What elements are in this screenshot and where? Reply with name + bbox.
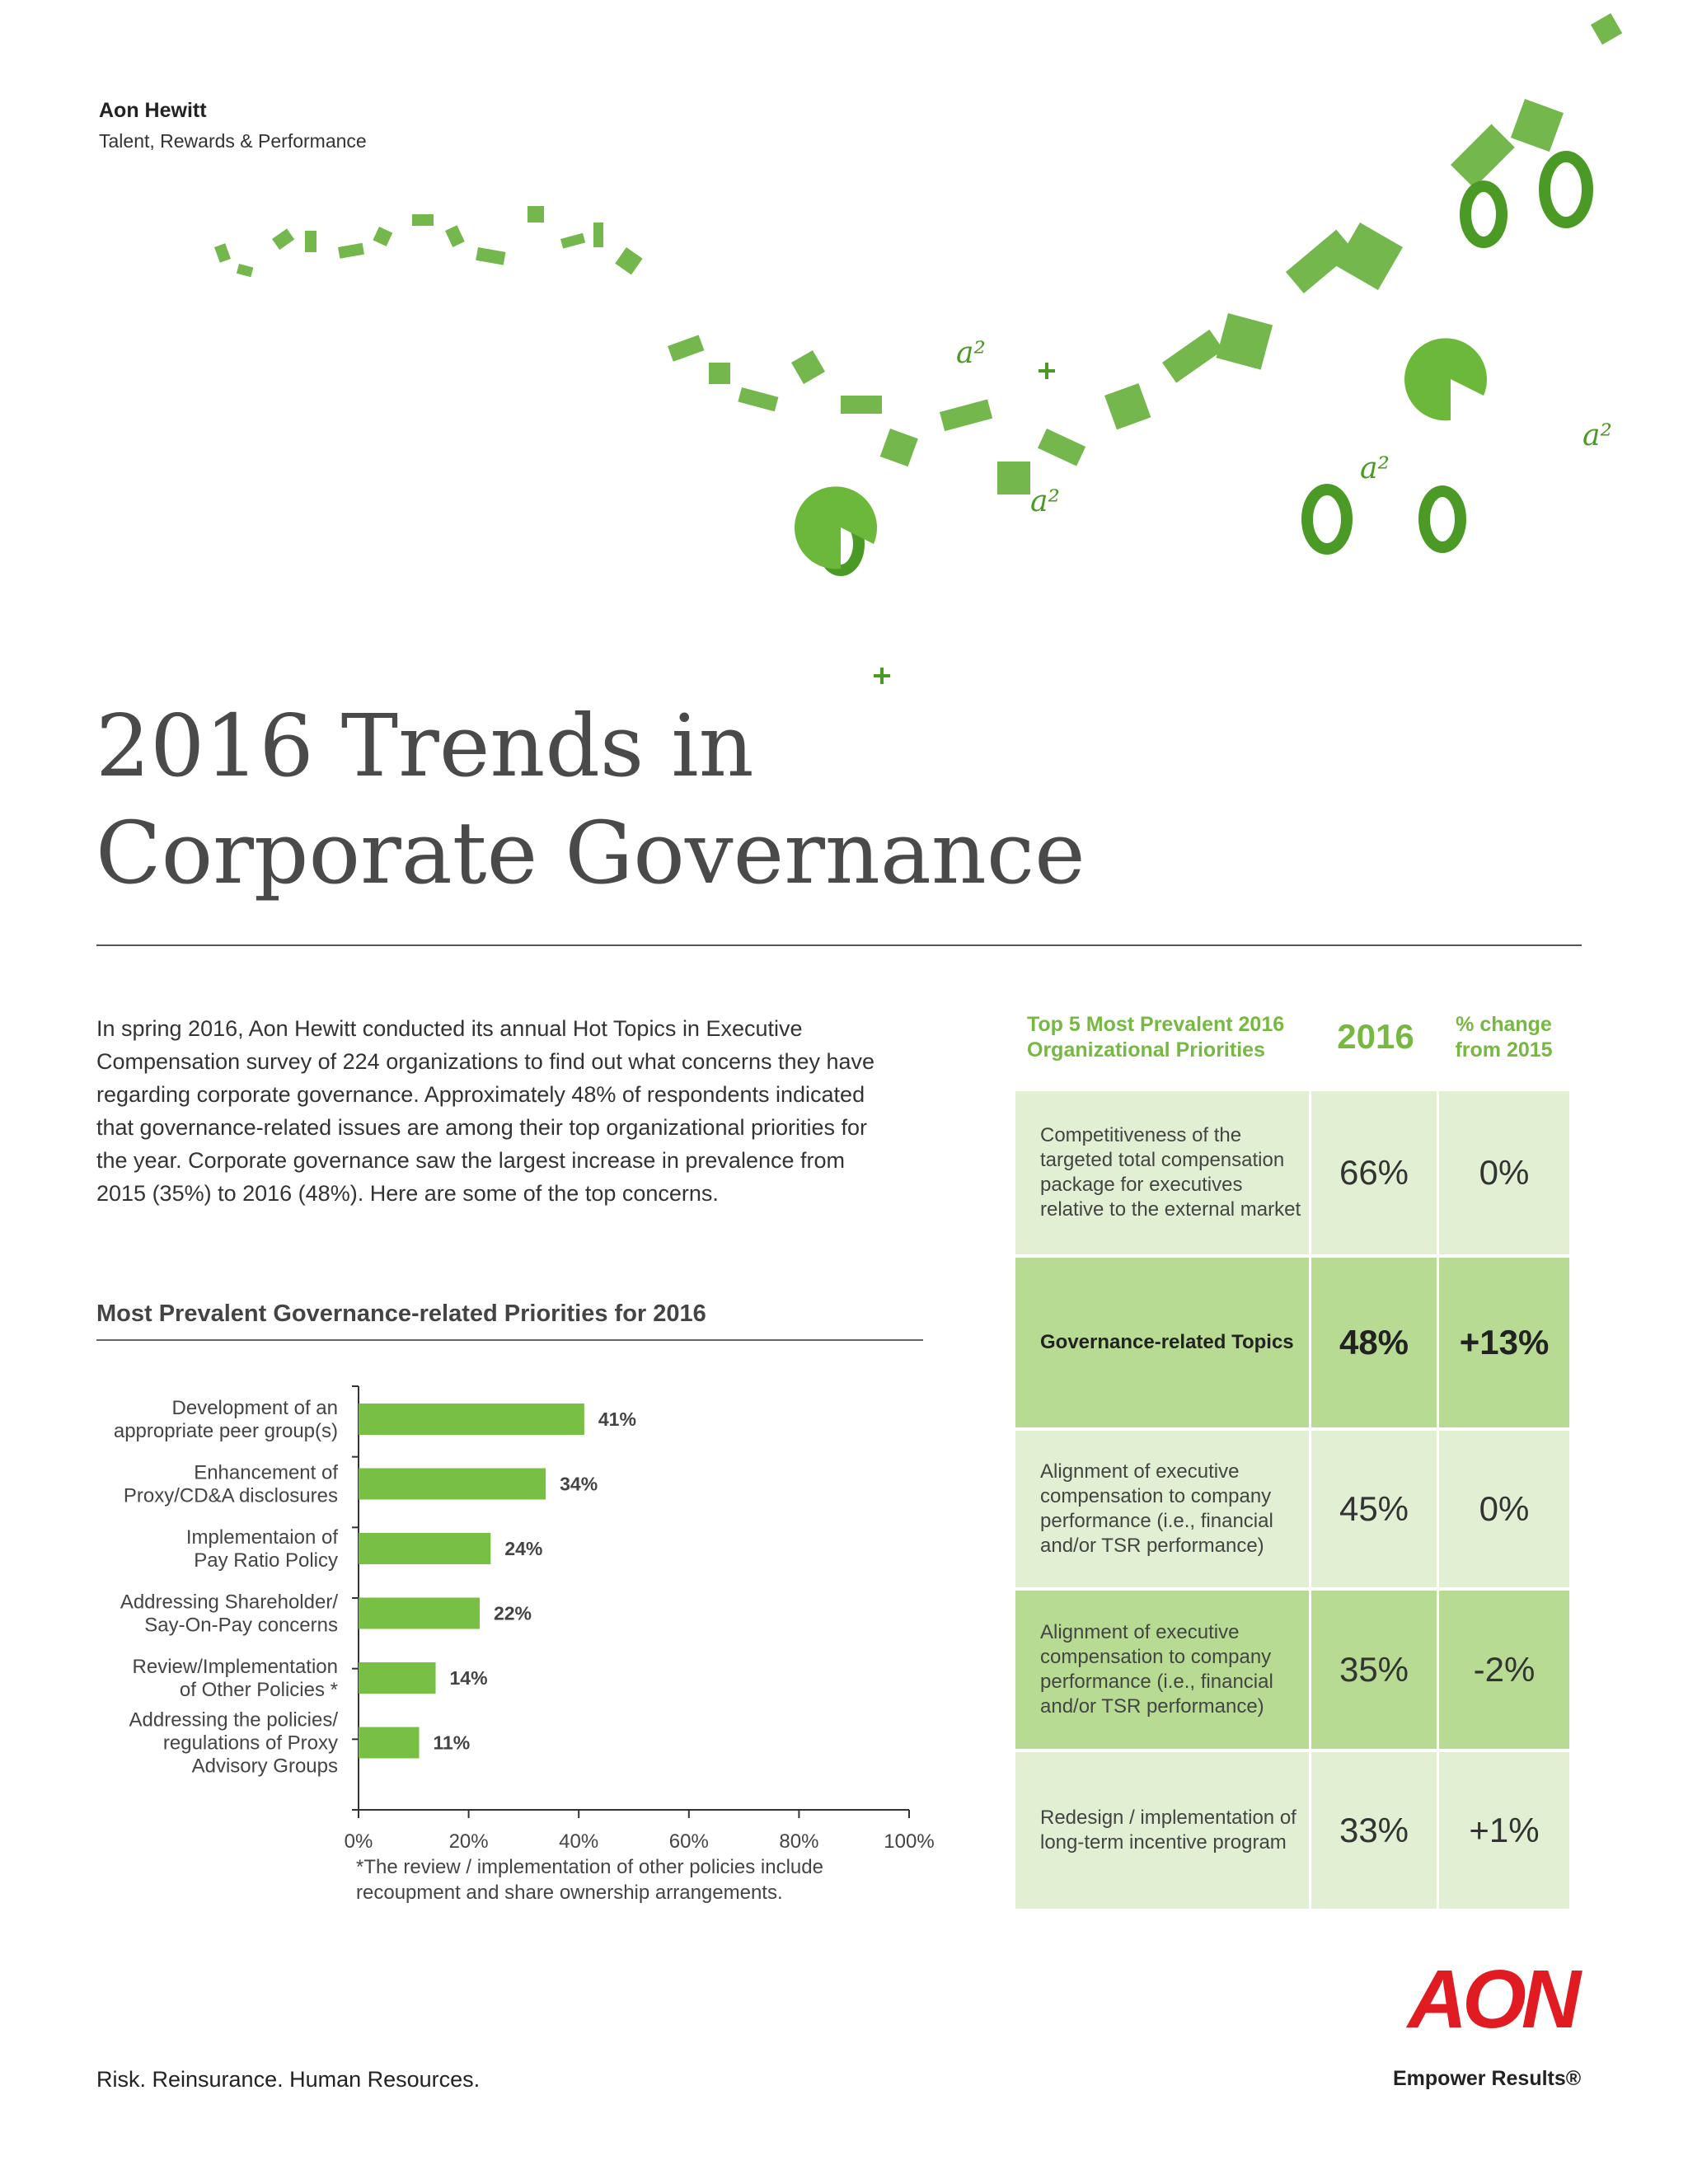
category-label: Review/Implementation of Other Policies * (133, 1656, 338, 1701)
svg-text:a²: a² (1582, 419, 1612, 452)
row-change: +13% (1439, 1258, 1569, 1427)
x-tick-label: 40% (559, 1830, 598, 1853)
row-change: 0% (1439, 1431, 1569, 1587)
row-value-2016: 66% (1311, 1091, 1437, 1254)
table-row: Alignment of executive compensation to c… (1015, 1591, 1569, 1749)
bar (359, 1468, 546, 1500)
aon-logo: AON (1405, 1961, 1587, 2036)
table-row: Competitiveness of the targeted total co… (1015, 1091, 1569, 1254)
category-label-line: appropriate peer group(s) (114, 1420, 338, 1442)
x-tick-label: 80% (779, 1830, 818, 1853)
category-label-line: Addressing Shareholder/ (120, 1591, 338, 1614)
bar-value-label: 24% (504, 1538, 542, 1559)
row-change: -2% (1439, 1591, 1569, 1749)
bar-value-label: 22% (494, 1603, 532, 1624)
title-line-1: 2016 Trends in (96, 696, 754, 796)
category-label-line: regulations of Proxy (163, 1732, 338, 1755)
bar-value-label: 14% (450, 1667, 488, 1689)
category-label-line: Say-On-Pay concerns (144, 1615, 338, 1637)
row-value-2016: 45% (1311, 1431, 1437, 1587)
category-label: Development of an appropriate peer group(… (114, 1397, 338, 1442)
title-line-2: Corporate Governance (96, 803, 1085, 903)
category-label: Implementaion of Pay Ratio Policy (186, 1526, 338, 1572)
row-label: Redesign / implementation of long-term i… (1015, 1752, 1309, 1909)
svg-text:a²: a² (956, 336, 986, 370)
x-tick-label: 20% (449, 1830, 489, 1853)
title-divider (96, 944, 1582, 946)
category-label: Enhancement of Proxy/CD&A disclosures (124, 1462, 338, 1507)
category-label: Addressing the policies/regulations of P… (129, 1709, 339, 1778)
category-label-line: of Other Policies * (180, 1679, 338, 1701)
row-label: Alignment of executive compensation to c… (1015, 1431, 1309, 1587)
x-tick-label: 0% (345, 1830, 373, 1853)
table-header-year: 2016 (1337, 1017, 1414, 1056)
bar-value-label: 41% (598, 1408, 636, 1430)
table-row: Redesign / implementation of long-term i… (1015, 1752, 1569, 1909)
category-label-line: Review/Implementation (133, 1656, 338, 1678)
aon-tagline: Empower Results® (1393, 2067, 1582, 2090)
footer-tagline: Risk. Reinsurance. Human Resources. (96, 2067, 481, 2092)
row-label: Alignment of executive compensation to c… (1015, 1591, 1309, 1749)
category-label-line: Advisory Groups (192, 1755, 338, 1778)
row-label: Governance-related Topics (1015, 1258, 1309, 1427)
table-header-change: % change from 2015 (1455, 1013, 1553, 1062)
table-row: Governance-related Topics 48% +13% (1015, 1258, 1569, 1427)
category-label-line: Implementaion of (186, 1526, 338, 1549)
chart-footnote: *The review / implementation of other po… (356, 1856, 823, 1904)
bar-value-label: 34% (560, 1474, 598, 1495)
svg-text:a²: a² (1360, 452, 1390, 485)
row-value-2016: 33% (1311, 1752, 1437, 1909)
row-label: Competitiveness of the targeted total co… (1015, 1091, 1309, 1254)
table-row: Alignment of executive compensation to c… (1015, 1431, 1569, 1587)
category-label-line: Proxy/CD&A disclosures (124, 1485, 338, 1507)
row-change: 0% (1439, 1091, 1569, 1254)
aon-logo-text: AON (1405, 1961, 1582, 2036)
brand-name: Aon Hewitt (99, 99, 207, 122)
table-header-label: Top 5 Most Prevalent 2016 Organizational… (1027, 1013, 1285, 1062)
svg-text:a²: a² (1030, 485, 1060, 518)
bar (359, 1404, 584, 1435)
page-title: 2016 Trends in Corporate Governance (96, 692, 1085, 907)
bar (359, 1727, 420, 1759)
row-change: +1% (1439, 1752, 1569, 1909)
row-value-2016: 48% (1311, 1258, 1437, 1427)
chart-title-divider (96, 1339, 923, 1341)
x-tick-label: 100% (884, 1830, 934, 1853)
row-value-2016: 35% (1311, 1591, 1437, 1749)
hero-illustration: a² a² a² a² (214, 12, 1623, 684)
bar-value-label: 11% (433, 1732, 470, 1754)
bar (359, 1662, 436, 1694)
intro-paragraph: In spring 2016, Aon Hewitt conducted its… (96, 1016, 875, 1206)
category-label-line: Addressing the policies/ (129, 1709, 339, 1732)
brand-subtitle: Talent, Rewards & Performance (99, 130, 367, 152)
category-label-line: Enhancement of (194, 1462, 338, 1484)
chart-title: Most Prevalent Governance-related Priori… (96, 1301, 706, 1327)
bar (359, 1597, 480, 1629)
category-label-line: Pay Ratio Policy (194, 1549, 338, 1572)
bar (359, 1533, 491, 1564)
category-label: Addressing Shareholder/Say-On-Pay concer… (120, 1591, 338, 1637)
category-label-line: Development of an (172, 1397, 338, 1419)
x-tick-label: 60% (669, 1830, 709, 1853)
